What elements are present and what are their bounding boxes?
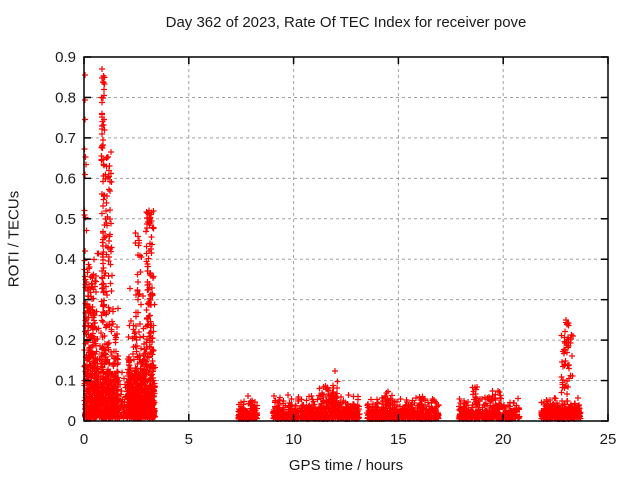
x-tick-label: 15 — [390, 431, 407, 448]
y-tick-label: 0.8 — [55, 89, 76, 106]
y-tick-label: 0.9 — [55, 49, 76, 66]
y-tick-label: 0.3 — [55, 292, 76, 309]
x-tick-label: 5 — [185, 431, 193, 448]
x-axis-label: GPS time / hours — [288, 457, 404, 474]
y-tick-label: 0.2 — [55, 332, 76, 349]
y-tick-label: 0 — [68, 413, 76, 430]
x-tick-label: 10 — [285, 431, 302, 448]
plot-border — [83, 56, 609, 422]
x-tick-label: 0 — [80, 431, 88, 448]
y-tick-label: 0.1 — [55, 373, 76, 390]
chart-title: Day 362 of 2023, Rate Of TEC Index for r… — [165, 14, 527, 31]
y-tick-label: 0.4 — [55, 251, 76, 268]
data-points — [81, 66, 584, 422]
y-tick-label: 0.5 — [55, 211, 76, 228]
y-tick-label: 0.7 — [55, 130, 76, 147]
x-tick-label: 25 — [600, 431, 617, 448]
x-tick-label: 20 — [495, 431, 512, 448]
y-tick-label: 0.6 — [55, 170, 76, 187]
